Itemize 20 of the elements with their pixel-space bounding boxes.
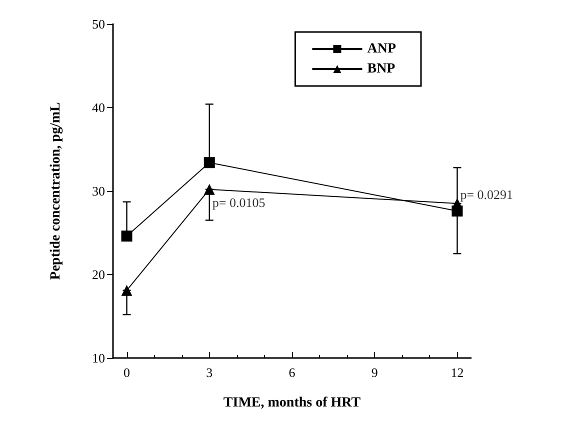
point (204, 157, 215, 168)
legend-label: ANP (367, 42, 396, 56)
x-tick-label: 9 (371, 365, 378, 380)
point (121, 284, 132, 296)
annotation: p= 0.0105 (212, 195, 266, 210)
y-tick-label: 50 (92, 16, 105, 32)
y-tick-label: 20 (92, 267, 105, 282)
point (121, 230, 132, 242)
x-axis-title: TIME, months of HRT (223, 396, 362, 410)
y-tick-label: 10 (92, 350, 105, 366)
y-tick-label: 40 (92, 100, 105, 115)
y-tick-label: 30 (92, 184, 105, 198)
x-tick-label: 3 (206, 365, 213, 380)
x-tick-label: 0 (124, 365, 130, 380)
x-tick-label: 12 (450, 365, 464, 380)
annotation: p= 0.0291 (460, 186, 514, 202)
point (204, 184, 215, 195)
x-tick-label: 6 (288, 365, 296, 380)
legend-label: BNP (367, 62, 396, 76)
y-axis-title: Peptide concentration, pg/mL (48, 102, 64, 280)
